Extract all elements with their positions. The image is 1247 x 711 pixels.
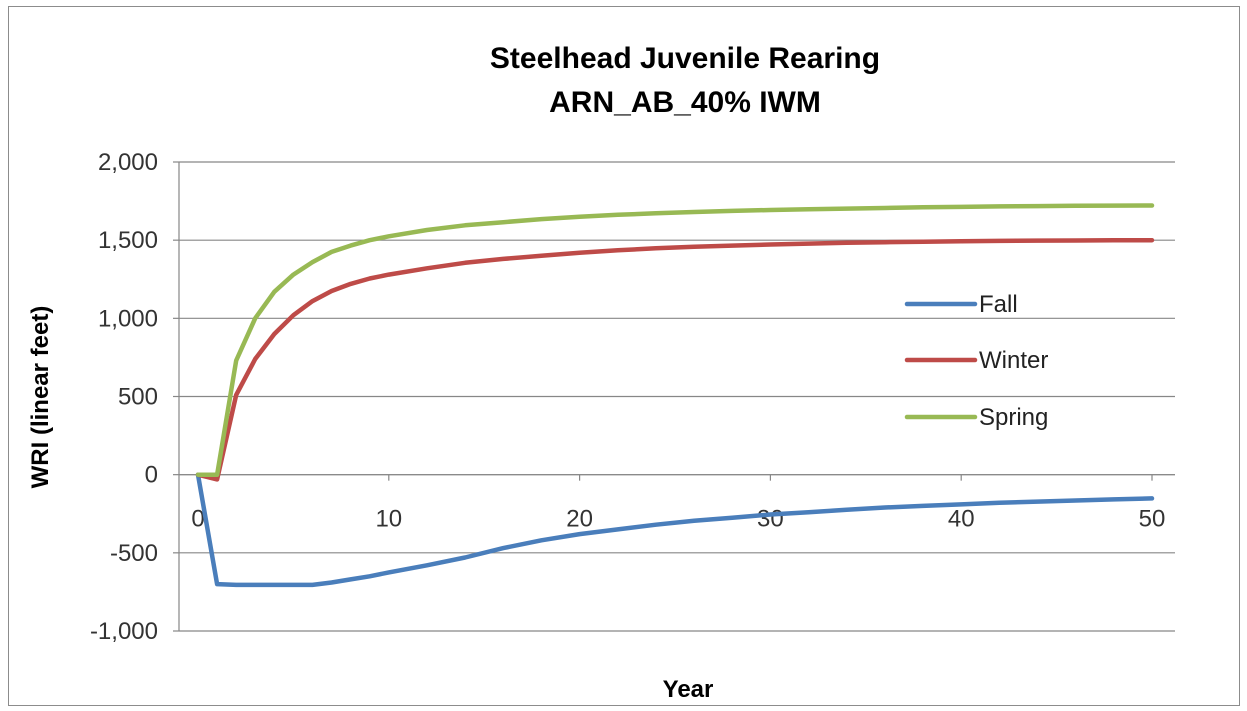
legend-label-winter: Winter bbox=[979, 347, 1048, 374]
y-axis-title: WRI (linear feet) bbox=[27, 306, 54, 489]
series-line-fall bbox=[195, 472, 1155, 588]
chart-title: Steelhead Juvenile Rearing bbox=[490, 42, 880, 75]
x-axis-ticks: 0 10 20 30 40 50 bbox=[191, 506, 1165, 533]
x-tick-label: 20 bbox=[566, 506, 593, 533]
x-tick-label: 40 bbox=[948, 506, 975, 533]
legend-label-fall: Fall bbox=[979, 291, 1018, 318]
y-tick-label: -500 bbox=[110, 540, 158, 567]
x-tick-label: 30 bbox=[757, 506, 784, 533]
y-tick-label: 1,500 bbox=[98, 227, 158, 254]
x-tick-label: 0 bbox=[191, 506, 204, 533]
chart-frame bbox=[8, 6, 1240, 706]
legend: Fall Winter Spring bbox=[904, 291, 1048, 431]
y-axis-ticks: 2,000 1,500 1,000 500 0 -500 -1,000 bbox=[90, 149, 158, 645]
x-tick-label: 50 bbox=[1139, 506, 1166, 533]
series-line-winter bbox=[195, 237, 1155, 482]
legend-label-spring: Spring bbox=[979, 404, 1048, 431]
y-tick-label: -1,000 bbox=[90, 618, 158, 645]
y-tick-label: 0 bbox=[145, 462, 158, 489]
y-tick-label: 2,000 bbox=[98, 149, 158, 176]
chart-subtitle: ARN_AB_40% IWM bbox=[549, 86, 821, 119]
x-tick-label: 10 bbox=[375, 506, 402, 533]
x-axis-title: Year bbox=[663, 676, 714, 703]
gridlines bbox=[173, 161, 1175, 632]
series-lines bbox=[195, 203, 1155, 588]
y-tick-label: 1,000 bbox=[98, 305, 158, 332]
y-tick-label: 500 bbox=[118, 384, 158, 411]
series-line-spring bbox=[195, 203, 1155, 477]
